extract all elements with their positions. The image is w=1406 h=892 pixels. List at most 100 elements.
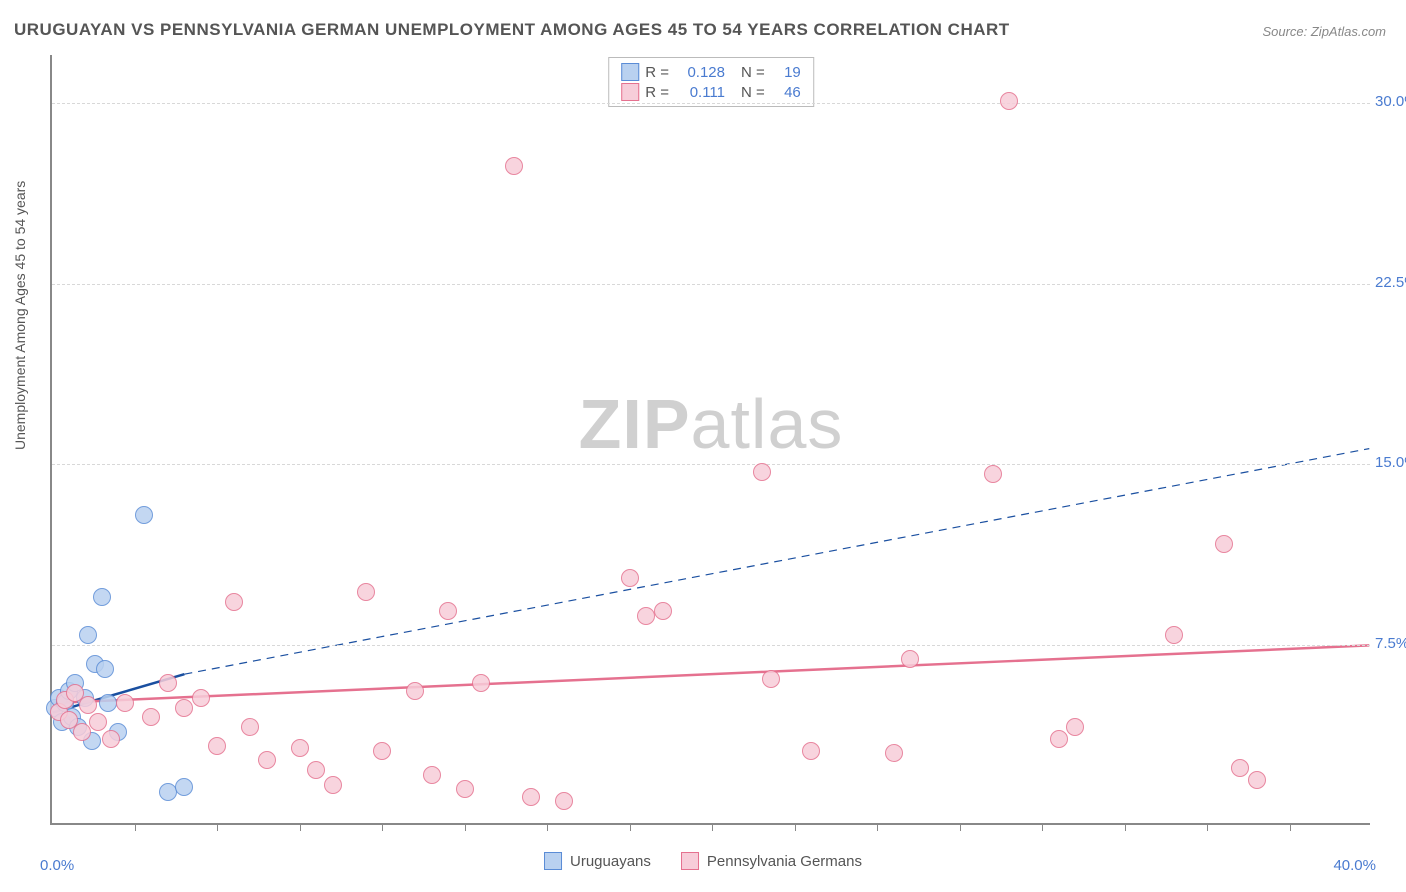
data-point <box>258 751 276 769</box>
chart-title: URUGUAYAN VS PENNSYLVANIA GERMAN UNEMPLO… <box>14 20 1010 40</box>
data-point <box>456 780 474 798</box>
gridline <box>52 645 1370 646</box>
data-point <box>406 682 424 700</box>
data-point <box>762 670 780 688</box>
data-point <box>357 583 375 601</box>
legend-item: Uruguayans <box>544 852 651 870</box>
data-point <box>1066 718 1084 736</box>
data-point <box>1231 759 1249 777</box>
data-point <box>885 744 903 762</box>
data-point <box>1248 771 1266 789</box>
legend-n-value: 19 <box>771 64 801 81</box>
data-point <box>93 588 111 606</box>
y-tick-label: 22.5% <box>1375 274 1406 291</box>
x-tick <box>1290 823 1291 831</box>
legend-n-value: 46 <box>771 84 801 101</box>
data-point <box>291 739 309 757</box>
data-point <box>1050 730 1068 748</box>
x-tick <box>465 823 466 831</box>
x-tick <box>1042 823 1043 831</box>
correlation-legend-box: R = 0.128 N = 19 R = 0.111 N = 46 <box>608 57 814 107</box>
data-point <box>116 694 134 712</box>
chart-container: URUGUAYAN VS PENNSYLVANIA GERMAN UNEMPLO… <box>0 0 1406 892</box>
data-point <box>159 783 177 801</box>
data-point <box>175 778 193 796</box>
x-tick <box>795 823 796 831</box>
data-point <box>241 718 259 736</box>
data-point <box>73 723 91 741</box>
x-tick <box>300 823 301 831</box>
legend-n-label: N = <box>741 64 765 81</box>
legend-row: R = 0.111 N = 46 <box>621 82 801 102</box>
data-point <box>324 776 342 794</box>
data-point <box>423 766 441 784</box>
data-point <box>79 696 97 714</box>
data-point <box>439 602 457 620</box>
x-axis-start-label: 0.0% <box>40 857 74 874</box>
data-point <box>142 708 160 726</box>
x-tick <box>1207 823 1208 831</box>
legend-row: R = 0.128 N = 19 <box>621 62 801 82</box>
trend-line <box>184 449 1369 675</box>
data-point <box>654 602 672 620</box>
source-attribution: Source: ZipAtlas.com <box>1262 24 1386 39</box>
data-point <box>1165 626 1183 644</box>
trend-line <box>53 645 1370 703</box>
x-tick <box>382 823 383 831</box>
data-point <box>208 737 226 755</box>
y-axis-label: Unemployment Among Ages 45 to 54 years <box>12 181 28 450</box>
y-tick-label: 30.0% <box>1375 93 1406 110</box>
data-point <box>79 626 97 644</box>
data-point <box>555 792 573 810</box>
data-point <box>472 674 490 692</box>
x-tick <box>135 823 136 831</box>
data-point <box>89 713 107 731</box>
data-point <box>1000 92 1018 110</box>
data-point <box>96 660 114 678</box>
legend-series-name: Pennsylvania Germans <box>707 853 862 870</box>
gridline <box>52 464 1370 465</box>
x-axis-end-label: 40.0% <box>1333 857 1376 874</box>
data-point <box>307 761 325 779</box>
data-point <box>984 465 1002 483</box>
gridline <box>52 284 1370 285</box>
data-point <box>225 593 243 611</box>
data-point <box>175 699 193 717</box>
y-tick-label: 7.5% <box>1375 635 1406 652</box>
data-point <box>373 742 391 760</box>
y-tick-label: 15.0% <box>1375 454 1406 471</box>
data-point <box>505 157 523 175</box>
legend-n-label: N = <box>741 84 765 101</box>
legend-swatch <box>544 852 562 870</box>
x-tick <box>217 823 218 831</box>
legend-swatch <box>681 852 699 870</box>
legend-r-label: R = <box>645 84 669 101</box>
data-point <box>1215 535 1233 553</box>
x-tick <box>630 823 631 831</box>
data-point <box>901 650 919 668</box>
legend-item: Pennsylvania Germans <box>681 852 862 870</box>
data-point <box>192 689 210 707</box>
legend-r-label: R = <box>645 64 669 81</box>
plot-area: ZIPatlas R =0.128N =19R =0.111N =46 7.5%… <box>50 55 1370 825</box>
series-legend: Uruguayans Pennsylvania Germans <box>544 852 862 870</box>
legend-r-value: 0.128 <box>675 64 725 81</box>
legend-swatch <box>621 63 639 81</box>
x-tick <box>960 823 961 831</box>
x-tick <box>547 823 548 831</box>
legend-r-value: 0.111 <box>675 84 725 101</box>
data-point <box>99 694 117 712</box>
data-point <box>637 607 655 625</box>
legend-series-name: Uruguayans <box>570 853 651 870</box>
data-point <box>159 674 177 692</box>
legend-swatch <box>621 83 639 101</box>
data-point <box>135 506 153 524</box>
data-point <box>522 788 540 806</box>
data-point <box>621 569 639 587</box>
x-tick <box>1125 823 1126 831</box>
data-point <box>802 742 820 760</box>
data-point <box>102 730 120 748</box>
trend-lines-svg <box>52 55 1370 823</box>
gridline <box>52 103 1370 104</box>
data-point <box>753 463 771 481</box>
